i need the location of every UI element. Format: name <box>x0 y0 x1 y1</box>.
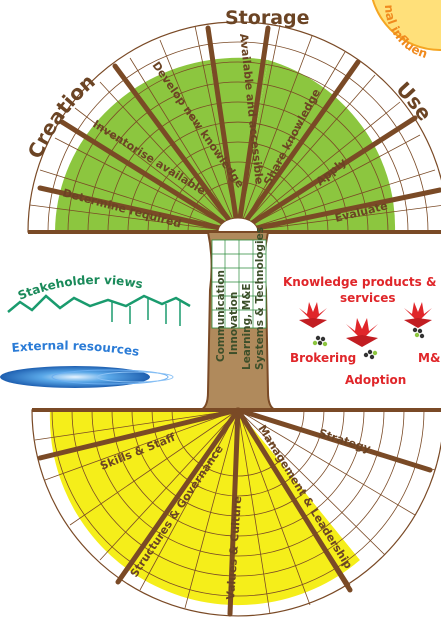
water-ripple-1 <box>51 369 169 385</box>
seed-cluster-icon <box>363 349 378 360</box>
knowledge-products-group: Knowledge products & services <box>283 275 440 387</box>
water-pool <box>0 366 150 388</box>
seed-cluster-icon <box>412 327 425 339</box>
services-label: services <box>340 291 396 305</box>
bottom-roots <box>31 407 441 617</box>
stakeholder-views-label: Stakeholder views <box>16 273 144 303</box>
flower-icon <box>404 302 432 328</box>
tree-stem: Communication Innovation Learning, M&E S… <box>199 227 277 411</box>
seed-cluster-icon <box>312 335 328 347</box>
me-partial-label: M& <box>418 351 440 365</box>
water-ripple-2 <box>96 371 174 383</box>
stakeholder-wave-line <box>7 294 191 313</box>
stem-grid <box>212 240 266 328</box>
top-grid-arcs <box>47 41 429 233</box>
stakeholder-ticks <box>111 298 181 326</box>
bottom-grid-arcs <box>51 409 425 597</box>
top-branches <box>37 25 441 235</box>
stem-learning-me: Learning, M&E <box>241 283 253 370</box>
stem-communication: Communication <box>215 270 227 362</box>
flower-icon <box>299 302 327 328</box>
external-resources-label: External resources <box>11 339 140 359</box>
adoption-label: Adoption <box>345 373 406 387</box>
stakeholder-views-group: Stakeholder views <box>7 273 191 326</box>
external-influence-corner: nal influen <box>371 0 441 61</box>
stem-systems-technologies: Systems & Technologies <box>254 227 266 370</box>
stem-innovation: Innovation <box>228 292 240 355</box>
storage-title: Storage <box>225 7 310 29</box>
brokering-label: Brokering <box>290 351 356 365</box>
external-resources-group: External resources <box>0 339 174 388</box>
flower-icon <box>346 318 378 347</box>
knowledge-products-label: Knowledge products & <box>283 275 436 289</box>
top-canopy <box>27 21 441 235</box>
bottom-root-branches <box>37 407 433 617</box>
